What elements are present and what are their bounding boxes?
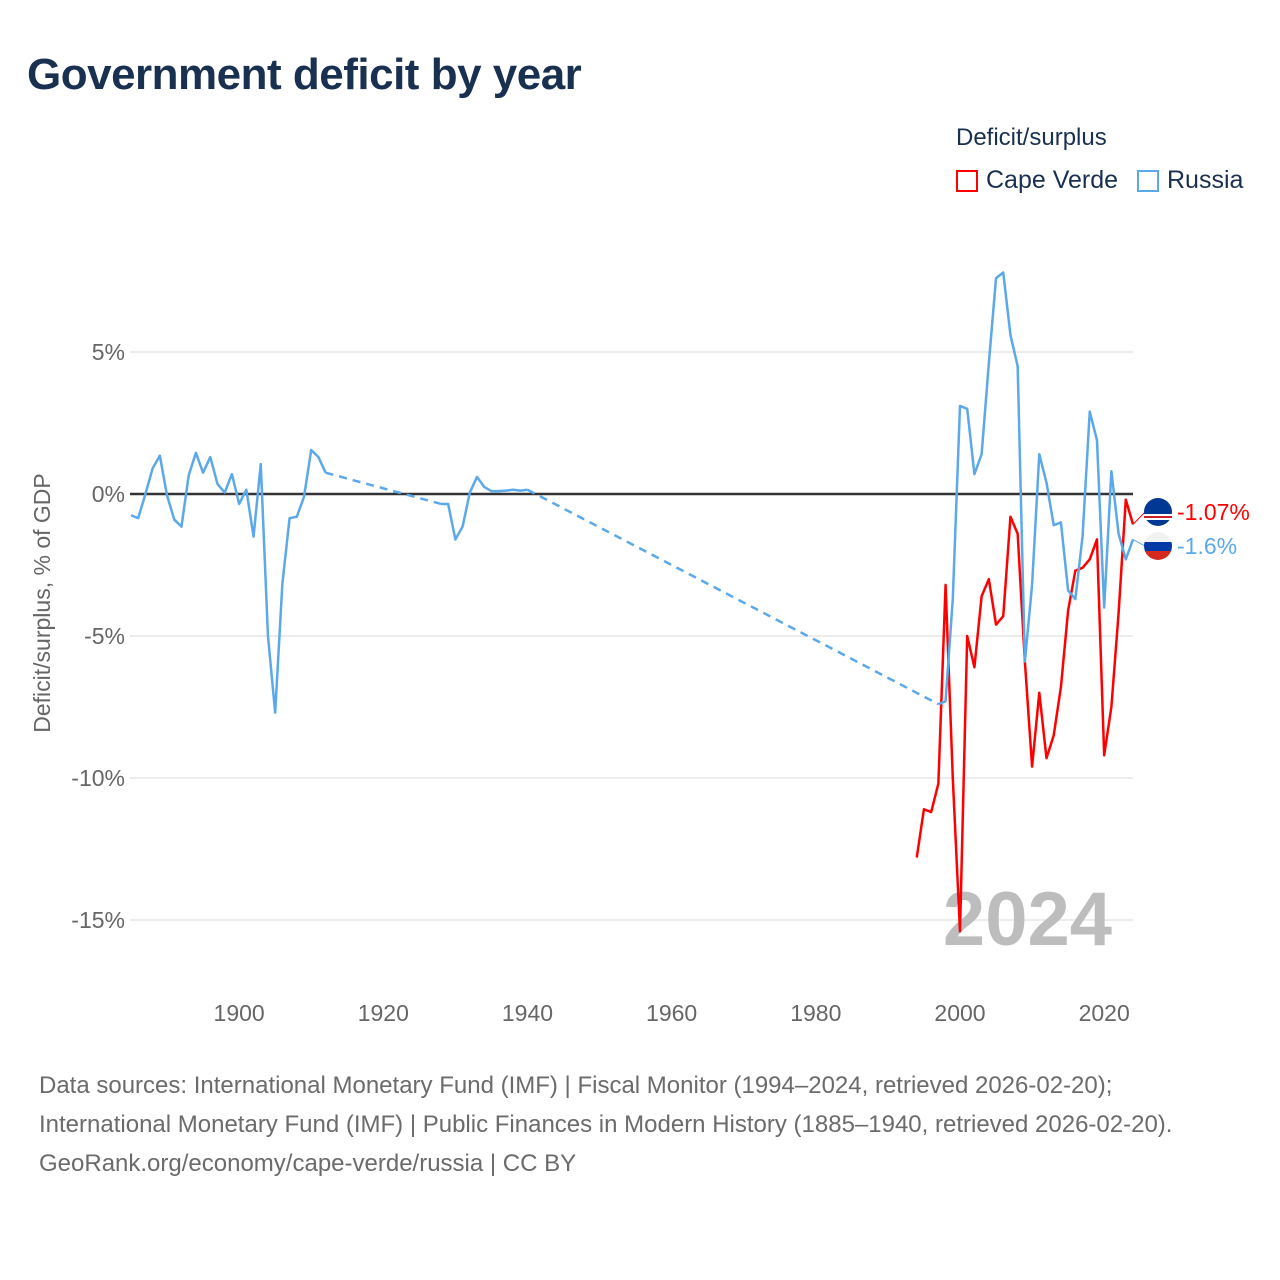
legend-swatch-cape-verde: [956, 169, 978, 192]
x-tick-label: 1900: [214, 1000, 265, 1026]
x-tick-label: 1960: [646, 1000, 697, 1026]
flag-red: [1144, 551, 1172, 560]
label-connector: [1132, 539, 1146, 547]
series-line-russia: [937, 271, 1135, 706]
x-tick-label: 2020: [1079, 1000, 1130, 1026]
y-tick-label: 5%: [92, 339, 125, 365]
end-value-label: -1.6%: [1177, 533, 1237, 559]
label-connector: [1132, 511, 1146, 525]
chart-title: Government deficit by year: [27, 50, 582, 99]
y-tick-label: -15%: [71, 907, 125, 933]
series-line-russia: [130, 448, 327, 714]
credit-link[interactable]: GeoRank.org/economy/cape-verde/russia | …: [39, 1150, 577, 1177]
x-tick-label: 2000: [934, 1000, 985, 1026]
legend-label: Russia: [1167, 166, 1244, 194]
y-axis-label: Deficit/surplus, % of GDP: [29, 473, 55, 732]
legend-swatch-russia: [1137, 169, 1159, 192]
x-tick-label: 1920: [358, 1000, 409, 1026]
year-watermark: 2024: [943, 877, 1112, 962]
legend-label: Cape Verde: [986, 166, 1119, 194]
series-line-russia: [440, 475, 528, 541]
x-tick-label: 1980: [790, 1000, 841, 1026]
legend-title: Deficit/surplus: [956, 124, 1107, 151]
legend-item-russia[interactable]: Russia: [1137, 166, 1243, 195]
x-tick-label: 1940: [502, 1000, 553, 1026]
gap-dashed-line: [526, 488, 939, 706]
russia-flag-icon: [1144, 532, 1172, 560]
data-sources: Data sources: International Monetary Fun…: [39, 1072, 1173, 1138]
series-line-cape-verde: [915, 498, 1135, 933]
y-tick-label: 0%: [92, 481, 125, 507]
flag-field: [1144, 498, 1172, 526]
footer: Data sources: International Monetary Fun…: [39, 1066, 1239, 1183]
cape-verde-flag-icon: [1144, 498, 1172, 526]
flag-stripe: [1144, 516, 1172, 518]
legend-item-cape-verde[interactable]: Cape Verde: [956, 166, 1118, 195]
end-value-label: -1.07%: [1177, 499, 1250, 525]
gap-dashed-line: [325, 471, 442, 506]
flag-white: [1144, 532, 1172, 542]
flag-blue: [1144, 542, 1172, 551]
y-tick-label: -10%: [71, 765, 125, 791]
y-tick-label: -5%: [84, 623, 125, 649]
